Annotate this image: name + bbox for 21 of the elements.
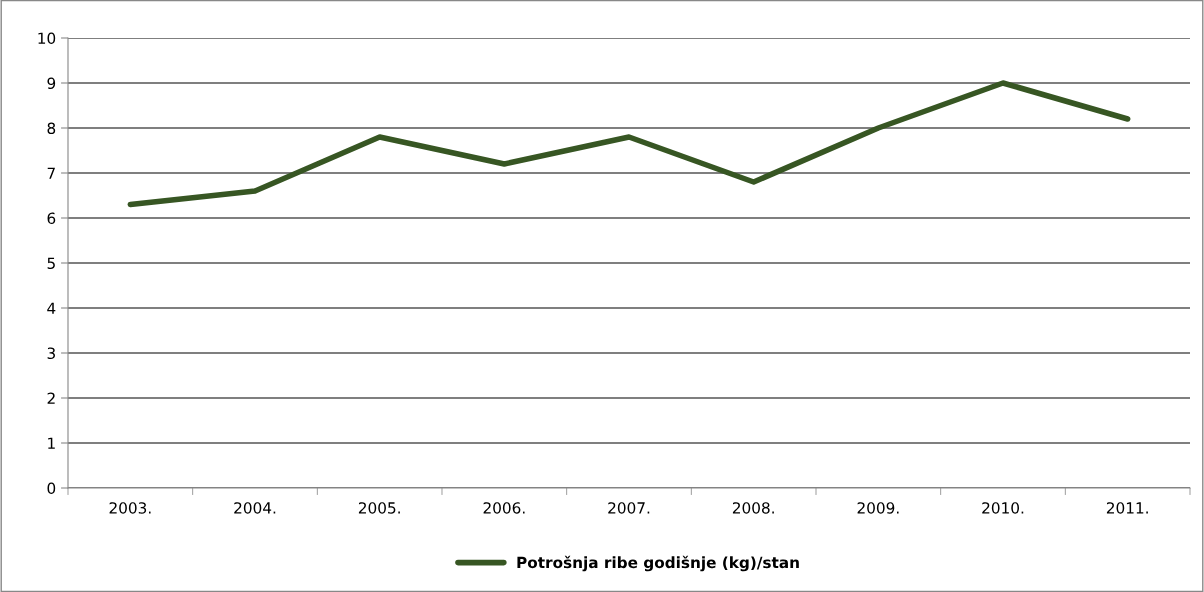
x-tick-label: 2009.: [857, 502, 899, 514]
y-tick-label: 8: [47, 122, 56, 135]
x-tick-label: 2006.: [483, 502, 525, 514]
y-tick-label: 5: [47, 257, 55, 270]
y-tick-label: 0: [47, 482, 56, 495]
y-tick-label: 3: [47, 347, 55, 360]
x-tick-label: 2008.: [732, 502, 774, 514]
y-tick-label: 2: [47, 392, 55, 404]
x-tick-label: 2005.: [358, 502, 400, 514]
y-tick-label: 10: [38, 32, 56, 45]
y-tick-label: 4: [47, 302, 56, 314]
x-tick-label: 2004.: [234, 502, 276, 514]
x-tick-label: 2007.: [608, 502, 650, 514]
legend-label: Potrošnja ribe godišnje (kg)/stan: [517, 555, 799, 572]
x-tick-label: 2003.: [109, 502, 151, 514]
y-tick-label: 7: [47, 167, 55, 179]
y-tick-label: 6: [47, 212, 56, 225]
y-tick-label: 9: [47, 77, 56, 90]
y-tick-label: 1: [48, 437, 55, 449]
x-tick-label: 2010.: [982, 502, 1024, 514]
x-tick-label: 2011.: [1106, 502, 1148, 514]
